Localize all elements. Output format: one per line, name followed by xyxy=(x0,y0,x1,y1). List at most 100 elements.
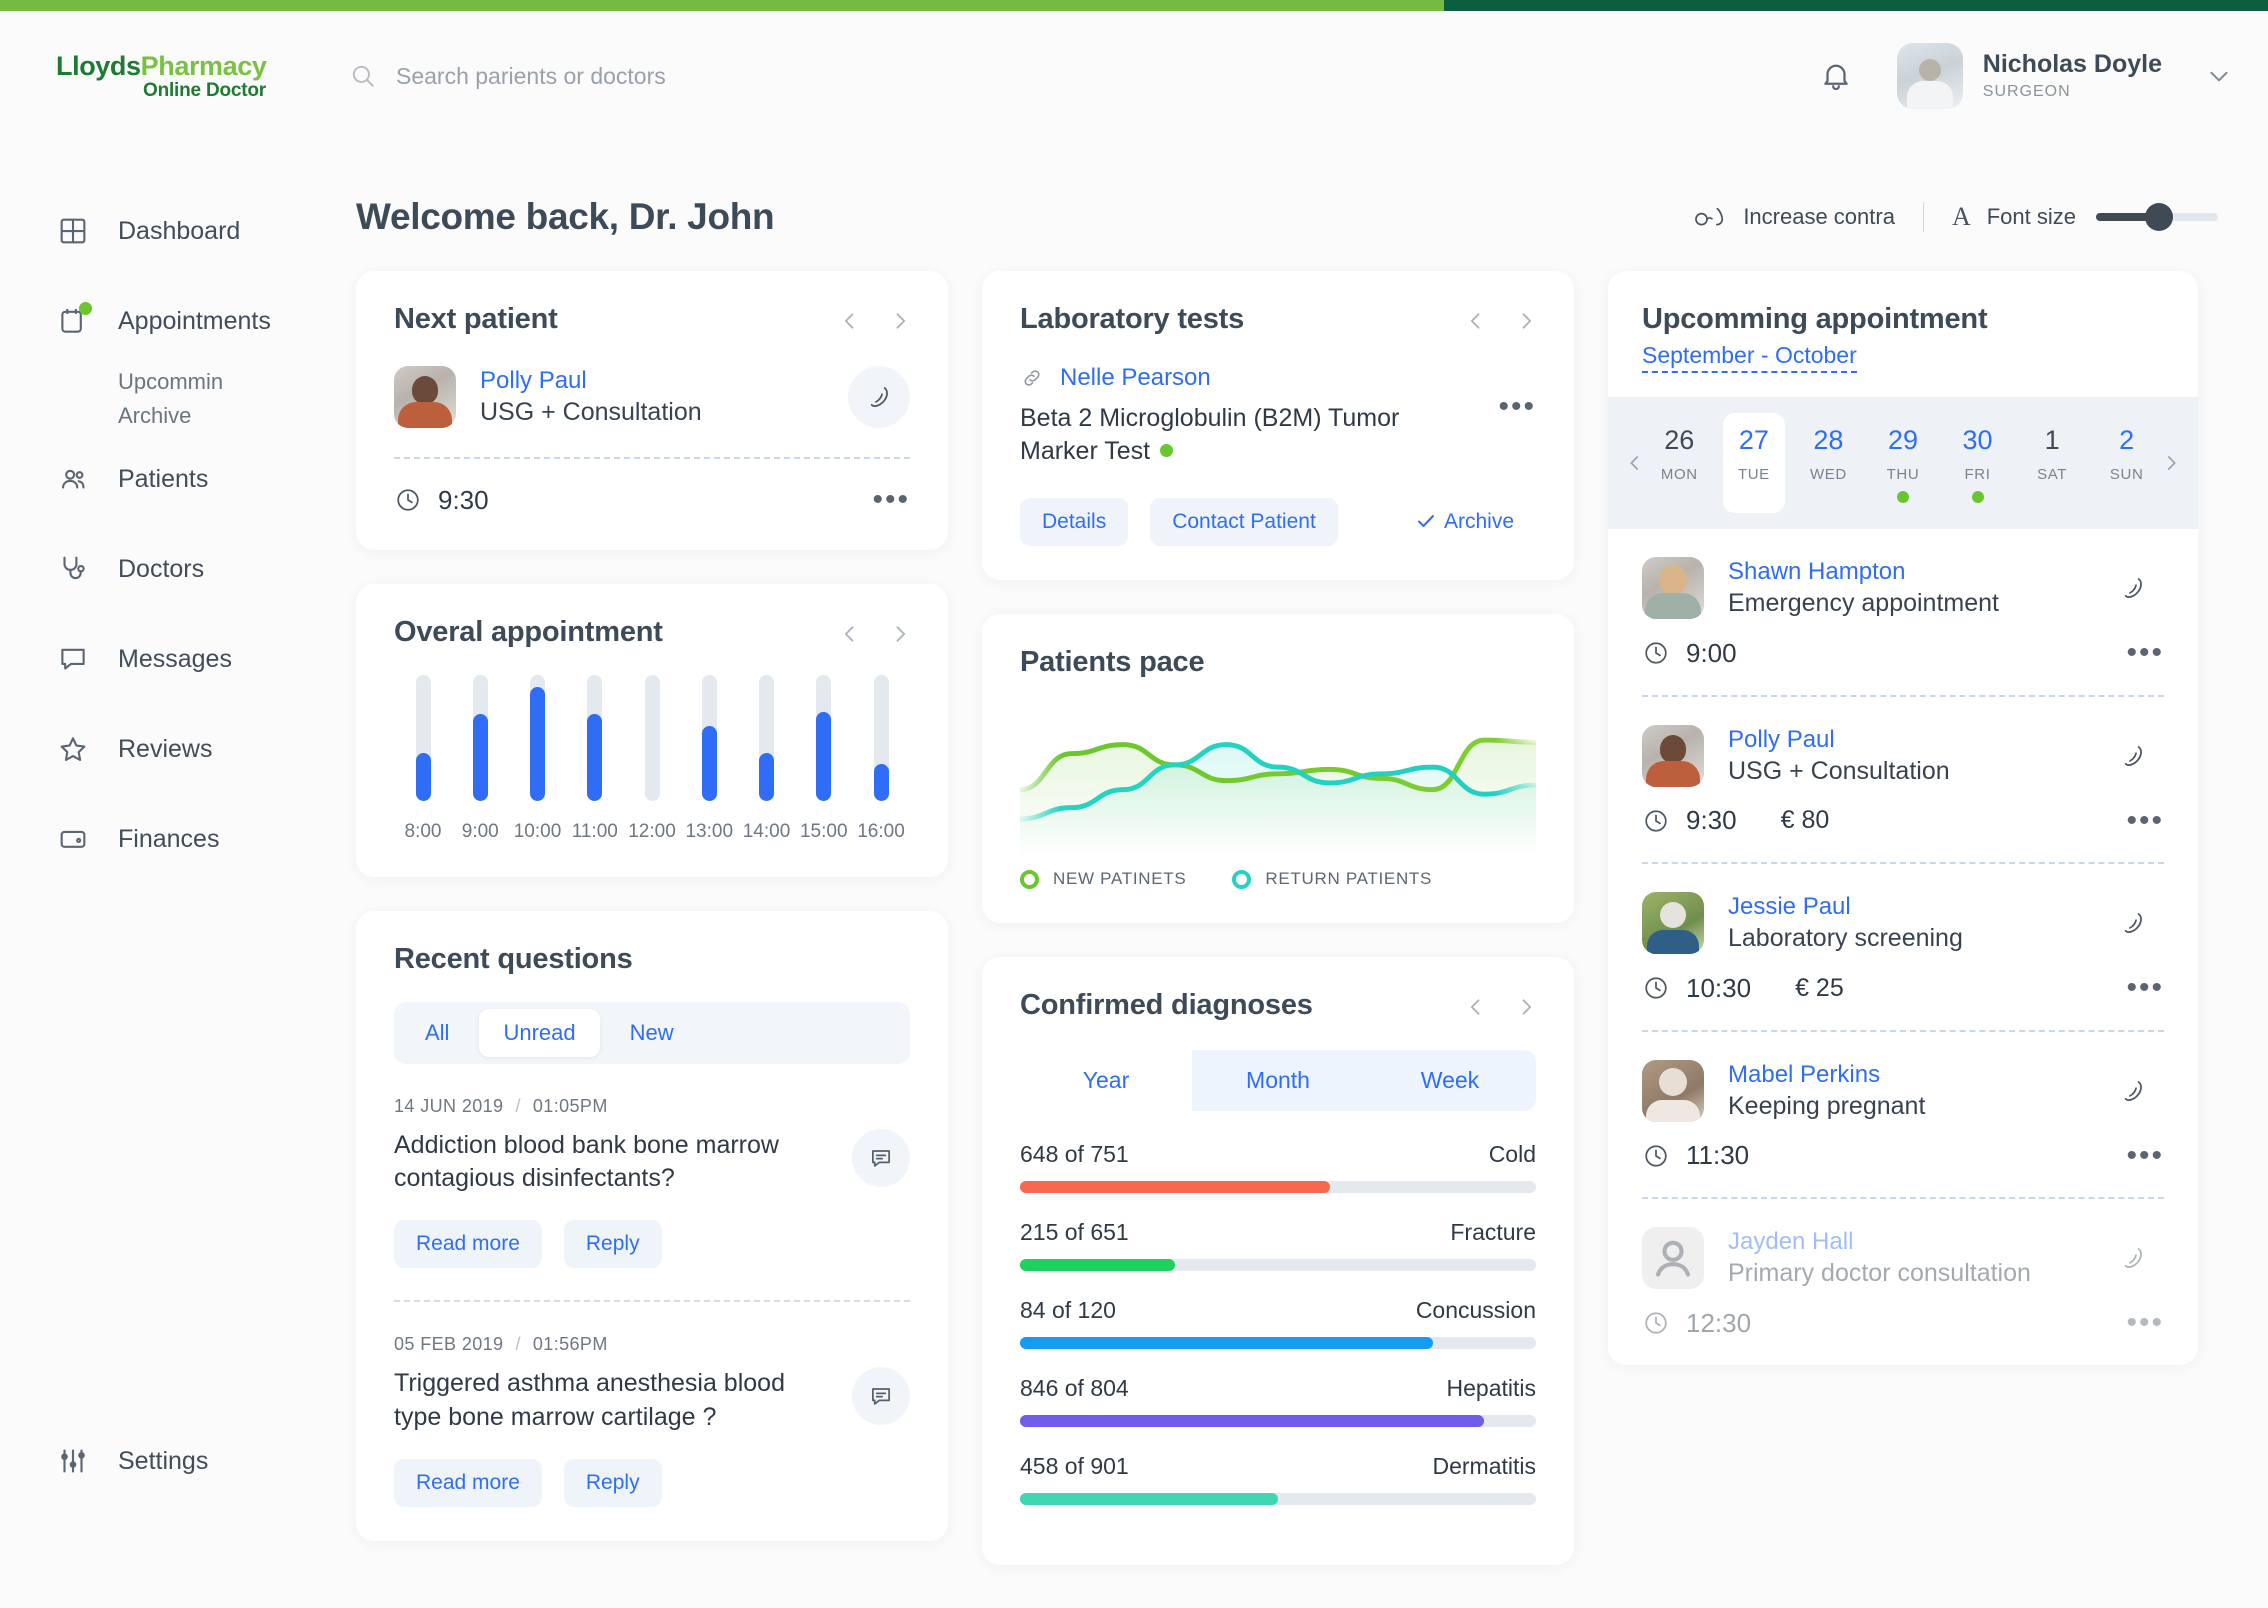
bar-label: 13:00 xyxy=(685,820,734,842)
bar-column: 10:00 xyxy=(514,674,561,843)
reply-bubble-button[interactable] xyxy=(852,1367,910,1425)
laboratory-tests-card: Laboratory tests Nelle Pearson xyxy=(982,271,1574,580)
calendar-day-30[interactable]: 30 FRI xyxy=(1947,413,2009,513)
sidebar-subitem-upcomming[interactable]: Upcommin xyxy=(118,369,224,394)
calendar-day-2[interactable]: 2 SUN xyxy=(2096,413,2158,513)
font-size-control[interactable]: A Font size xyxy=(1952,202,2218,232)
period-tab-year[interactable]: Year xyxy=(1082,1067,1130,1093)
avatar[interactable] xyxy=(1896,43,1963,109)
sidebar-item-reviews[interactable]: Reviews xyxy=(56,721,356,777)
call-button[interactable] xyxy=(2102,557,2164,619)
card-title: Laboratory tests xyxy=(1020,303,1245,335)
chevron-right-icon[interactable] xyxy=(1516,311,1536,331)
bar-fill xyxy=(530,687,545,801)
more-options-icon[interactable]: ••• xyxy=(872,483,910,516)
appointment-item[interactable]: Jayden Hall Primary doctor consultation 12… xyxy=(1642,1199,2164,1339)
lab-test-name: Beta 2 Microglobulin (B2M) Tumor Marker … xyxy=(1020,402,1450,468)
patient-name-link[interactable]: Mabel Perkins xyxy=(1728,1060,1881,1088)
lab-patient-link[interactable]: Nelle Pearson xyxy=(1060,364,1211,391)
appointment-item[interactable]: Shawn Hampton Emergency appointment 9:00 ••… xyxy=(1642,529,2164,697)
sidebar-item-doctors[interactable]: Doctors xyxy=(56,541,356,597)
question-list: 14 JUN 2019 / 01:05PM Addiction blood bank … xyxy=(394,1064,910,1507)
more-options-icon[interactable]: ••• xyxy=(2126,636,2164,669)
sidebar-item-messages[interactable]: Messages xyxy=(56,631,356,687)
sidebar-subitem-archive[interactable]: Archive xyxy=(118,403,192,429)
more-options-icon[interactable]: ••• xyxy=(2126,803,2164,837)
bar-track xyxy=(759,674,774,801)
slider-knob[interactable] xyxy=(2144,203,2173,231)
more-options-icon[interactable]: ••• xyxy=(2126,1138,2164,1172)
patient-name-link[interactable]: Jessie Paul xyxy=(1728,893,1851,920)
call-button[interactable] xyxy=(2102,725,2164,787)
period-tab-week[interactable]: Week xyxy=(1364,1050,1536,1111)
sidebar-item-settings[interactable]: Settings xyxy=(56,1444,208,1478)
calendar-day-28[interactable]: 28 WED xyxy=(1797,413,1859,513)
sidebar-item-dashboard[interactable]: Dashboard xyxy=(56,203,356,259)
notification-bell-icon[interactable] xyxy=(1819,59,1853,93)
reply-button[interactable]: Reply xyxy=(563,1458,662,1507)
sidebar-item-appointments[interactable]: Appointments xyxy=(56,293,356,349)
calendar-day-26[interactable]: 26 MON xyxy=(1648,413,1710,513)
chevron-right-icon[interactable] xyxy=(2162,454,2180,472)
bar-label: 16:00 xyxy=(857,820,905,842)
patient-name-link[interactable]: Shawn Hampton xyxy=(1728,558,1906,585)
read-more-button[interactable]: Read more xyxy=(394,1220,542,1268)
period-tab-month[interactable]: Month xyxy=(1192,1050,1364,1111)
chevron-down-icon[interactable] xyxy=(2206,63,2232,89)
accessibility-controls: Increase contra A Font size xyxy=(1693,202,2268,232)
reply-button[interactable]: Reply xyxy=(563,1220,662,1268)
sidebar-submenu-appointments: Upcommin Archive xyxy=(118,365,356,433)
call-button[interactable] xyxy=(2102,892,2164,954)
appointment-item[interactable]: Mabel Perkins Keeping pregnant 11:30 ••• xyxy=(1642,1032,2164,1199)
phone-icon xyxy=(2124,578,2142,599)
appointment-time: 9:30 xyxy=(1686,805,1737,835)
question-filter-new[interactable]: New xyxy=(629,1019,674,1045)
calendar-day-1[interactable]: 1 SAT xyxy=(2021,413,2083,513)
appointment-item[interactable]: Jessie Paul Laboratory screening 10:30 € 25… xyxy=(1642,864,2164,1032)
date-range-link[interactable]: September - October xyxy=(1642,342,1857,373)
chevron-left-icon[interactable] xyxy=(1466,997,1486,1017)
bar-label: 9:00 xyxy=(461,820,499,842)
chevron-right-icon[interactable] xyxy=(890,624,910,644)
chevron-left-icon[interactable] xyxy=(1626,454,1644,472)
patient-name-link[interactable]: Polly Paul xyxy=(1728,725,1835,753)
legend-item: RETURN PATIENTS xyxy=(1232,869,1432,889)
week-calendar: 26 MON 27 TUE 28 WED 29 THU 30 FRI 1 SAT 2 SUN xyxy=(1608,397,2198,529)
sidebar-item-patients[interactable]: Patients xyxy=(56,451,356,507)
call-button[interactable] xyxy=(848,366,910,429)
patient-name-link[interactable]: Polly Paul xyxy=(480,367,587,394)
brand-logo[interactable]: LloydsPharmacy Online Doctor xyxy=(56,52,267,100)
diagnosis-name: Fracture xyxy=(1450,1219,1536,1245)
chevron-left-icon[interactable] xyxy=(1466,311,1486,331)
bar-track xyxy=(701,674,717,801)
chevron-left-icon[interactable] xyxy=(840,311,860,331)
increase-contrast-button[interactable]: Increase contra xyxy=(1693,204,1895,230)
more-options-icon[interactable]: ••• xyxy=(2126,971,2164,1004)
calendar-day-29[interactable]: 29 THU xyxy=(1872,413,1934,513)
more-options-icon[interactable]: ••• xyxy=(2126,1306,2164,1339)
read-more-button[interactable]: Read more xyxy=(394,1458,542,1507)
details-button[interactable]: Details xyxy=(1020,498,1129,546)
more-options-icon[interactable]: ••• xyxy=(1498,390,1536,423)
dashboard-grid: Next patient Polly Paul USG + Consultati… xyxy=(356,271,2268,1565)
search-bar[interactable] xyxy=(350,62,1819,90)
search-input[interactable] xyxy=(396,62,956,90)
appointment-item[interactable]: Polly Paul USG + Consultation 9:30 € 80 ••• xyxy=(1642,697,2164,864)
lab-test-name-text: Beta 2 Microglobulin (B2M) Tumor Marker … xyxy=(1020,404,1400,465)
call-button[interactable] xyxy=(2102,1060,2164,1122)
call-button[interactable] xyxy=(2102,1227,2164,1289)
chevron-left-icon[interactable] xyxy=(840,624,860,644)
contact-patient-button[interactable]: Contact Patient xyxy=(1150,498,1338,546)
calendar-day-27[interactable]: 27 TUE xyxy=(1722,413,1785,513)
font-size-slider[interactable] xyxy=(2096,203,2218,231)
archive-button[interactable]: Archive xyxy=(1395,498,1536,546)
calendar-event-dot xyxy=(1971,491,1984,503)
chevron-right-icon[interactable] xyxy=(890,311,910,331)
reply-bubble-button[interactable] xyxy=(852,1128,910,1187)
chevron-right-icon[interactable] xyxy=(1516,997,1536,1017)
sidebar-item-finances[interactable]: Finances xyxy=(56,811,356,867)
patient-name-link[interactable]: Jayden Hall xyxy=(1728,1228,1854,1255)
appointment-service: Primary doctor consultation xyxy=(1728,1259,2031,1287)
question-filter-unread[interactable]: Unread xyxy=(479,1008,600,1057)
question-filter-all[interactable]: All xyxy=(425,1019,450,1045)
